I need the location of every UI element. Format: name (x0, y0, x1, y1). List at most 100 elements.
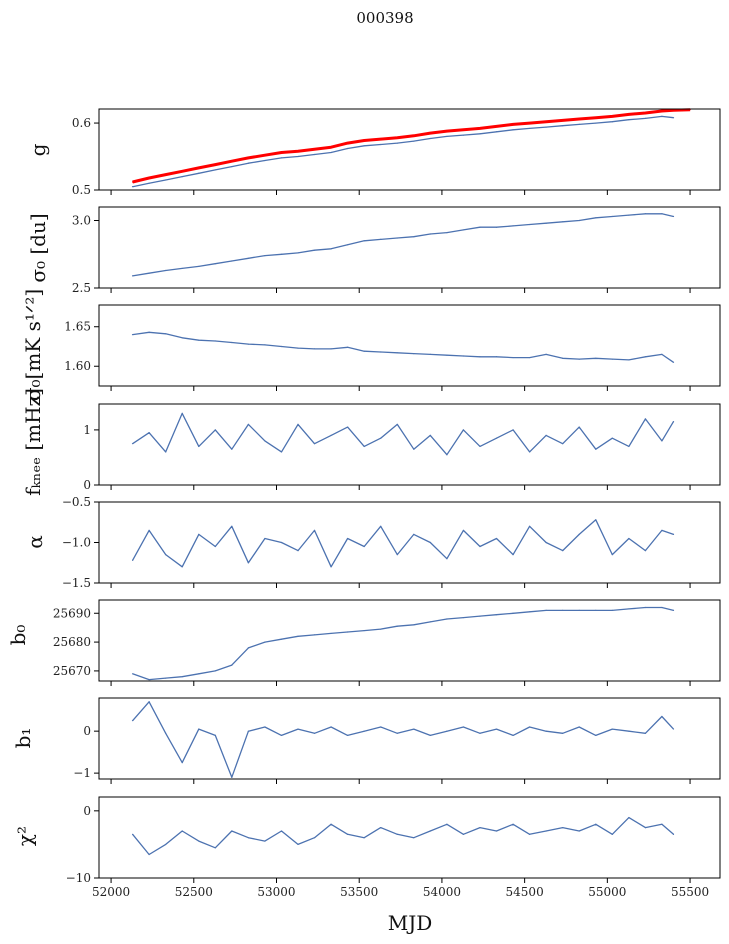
data-point (628, 608, 630, 610)
x-tick-label: 53500 (340, 885, 378, 899)
panel-6: 25670 25680 25690 b₀ (6, 599, 721, 686)
series-line-b0 (132, 606, 674, 681)
x-tick-label: 55500 (671, 885, 709, 899)
data-point (231, 830, 233, 832)
data-point (214, 340, 216, 342)
data-point (214, 847, 216, 849)
data-point (644, 418, 646, 420)
data-point (181, 762, 183, 764)
y-tick-label: 25670 (53, 664, 91, 678)
data-point (672, 215, 675, 218)
data-point (578, 533, 580, 536)
data-point (446, 135, 448, 138)
data-point (380, 437, 382, 439)
data-point (264, 255, 266, 257)
data-point (280, 830, 283, 832)
data-point (297, 252, 299, 254)
y-tick-label: 1 (83, 423, 91, 437)
panel-8: −10 0 52000 52500 53000 53500 54000 54500 55000 5… (13, 796, 721, 899)
data-point (628, 445, 630, 448)
series-line-sigma0_du (132, 213, 674, 277)
data-point (181, 566, 183, 568)
data-point (578, 118, 580, 120)
data-point (264, 537, 266, 540)
data-point (512, 554, 514, 556)
data-point (330, 151, 332, 154)
data-point (347, 147, 349, 150)
series-line-b1 (132, 701, 674, 778)
y-tick-label: 0.6 (72, 116, 91, 130)
axes-frame (98, 206, 721, 289)
y-axis-label: b₀ (6, 625, 30, 646)
data-point (528, 127, 531, 130)
chart-title: 000398 (356, 9, 413, 27)
data-point (264, 344, 266, 346)
data-point (231, 448, 233, 450)
data-point (429, 734, 431, 736)
data-point (595, 217, 597, 219)
data-point (165, 554, 167, 556)
data-point (462, 529, 465, 531)
data-point (462, 134, 465, 136)
data-point (429, 137, 431, 140)
data-point (672, 421, 675, 423)
data-point (297, 423, 299, 425)
data-point (396, 732, 398, 734)
data-point (562, 550, 564, 552)
panel-7: −1 0 b₁ (11, 697, 721, 784)
data-point (512, 612, 514, 614)
data-point (347, 142, 349, 144)
data-point (330, 566, 332, 568)
data-point (672, 533, 675, 536)
data-point (562, 443, 564, 445)
data-point (595, 519, 597, 521)
data-point (479, 827, 481, 829)
data-point (628, 816, 630, 819)
data-point (181, 412, 183, 414)
data-point (198, 265, 200, 267)
data-point (198, 172, 200, 174)
data-point (479, 615, 481, 617)
data-point (313, 529, 316, 531)
data-point (644, 550, 646, 552)
data-point (280, 541, 283, 544)
y-tick-label: −0.5 (62, 495, 91, 509)
data-point (578, 123, 580, 125)
data-point (313, 153, 316, 156)
data-point (131, 186, 134, 188)
data-point (562, 827, 564, 829)
data-point (512, 734, 514, 736)
data-point (661, 715, 663, 718)
data-point (247, 730, 249, 732)
data-point (396, 625, 398, 627)
data-point (644, 117, 646, 119)
data-point (148, 177, 150, 179)
data-point (462, 616, 465, 619)
data-point (231, 525, 233, 527)
panel-2: 2.5 3.0 σ₀ [du] (26, 206, 721, 295)
data-point (562, 732, 564, 734)
data-point (413, 140, 415, 142)
data-point (363, 445, 365, 448)
data-point (562, 357, 564, 359)
data-point (661, 115, 663, 117)
data-point (363, 730, 365, 732)
data-point (165, 843, 167, 846)
y-tick-label: 0 (83, 804, 91, 818)
data-point (198, 533, 200, 536)
data-point (396, 237, 398, 239)
data-point (413, 533, 415, 536)
data-point (611, 215, 613, 218)
data-point (330, 146, 332, 148)
data-point (628, 730, 630, 732)
data-point (512, 356, 514, 359)
data-point (280, 157, 283, 159)
data-point (495, 226, 498, 228)
data-point (330, 348, 332, 350)
data-point (512, 129, 514, 131)
y-tick-label: 1.60 (64, 359, 91, 373)
data-point (495, 131, 498, 133)
data-point (297, 347, 299, 349)
data-point (413, 728, 415, 730)
